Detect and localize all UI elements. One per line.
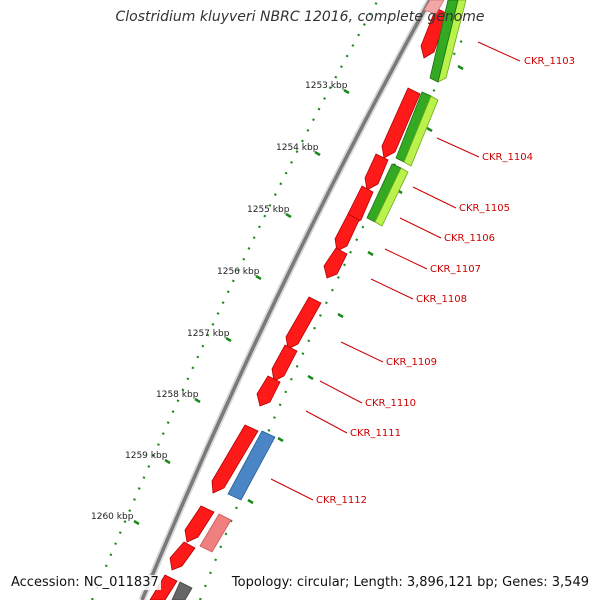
gene-feature[interactable] [184,505,215,543]
gene-label-ckr-1106[interactable]: CKR_1106 [444,233,495,244]
gene-feature-pink[interactable] [423,0,445,15]
gene-feature[interactable] [323,247,348,279]
gene-label-ckr-1112[interactable]: CKR_1112 [316,495,367,506]
gene-feature-green[interactable] [429,0,459,83]
gene-feature[interactable] [334,213,360,252]
ruler-label: 1257 kbp [187,329,230,339]
ruler-label: 1260 kbp [91,512,134,522]
ruler-label: 1256 kbp [217,267,260,277]
genome-backbone-shadow [138,0,434,600]
genome-backbone [140,0,432,600]
ruler-label: 1258 kbp [156,390,199,400]
gene-feature[interactable] [169,541,196,571]
ruler-label: 1255 kbp [247,205,290,215]
gene-label-ckr-1110[interactable]: CKR_1110 [365,398,416,409]
gene-feature[interactable] [256,375,281,407]
gene-feature[interactable] [149,574,178,600]
gene-feature-blue[interactable] [227,430,276,501]
genes-reverse [171,0,467,600]
ruler-label: 1254 kbp [276,143,319,153]
gene-label-ckr-1108[interactable]: CKR_1108 [416,294,467,305]
gene-feature[interactable] [211,424,259,494]
gene-feature-pink[interactable] [199,513,232,553]
map-title: Clostridium kluyveri NBRC 12016, complet… [115,9,485,25]
gene-feature[interactable] [364,153,389,191]
ruler-labels: 1253 kbp 1254 kbp 1255 kbp 1256 kbp 1257… [91,81,348,522]
genome-summary-text: Topology: circular; Length: 3,896,121 bp… [229,575,591,590]
gene-labels: CKR_1103 CKR_1104 CKR_1105 CKR_1106 CKR_… [316,56,575,506]
gene-label-ckr-1109[interactable]: CKR_1109 [386,357,437,368]
gene-label-ckr-1104[interactable]: CKR_1104 [482,152,533,163]
leader-lines [270,41,521,501]
gene-label-ckr-1107[interactable]: CKR_1107 [430,264,481,275]
gene-feature[interactable] [271,344,298,382]
gene-feature-lightgreen[interactable] [374,167,409,227]
ruler-label: 1259 kbp [125,451,168,461]
ruler-label: 1253 kbp [305,81,348,91]
gene-label-ckr-1111[interactable]: CKR_1111 [350,428,401,439]
gene-feature[interactable] [285,296,322,350]
gene-feature-gray[interactable] [171,581,193,600]
gene-feature[interactable] [381,87,421,159]
ruler-ticks [133,88,350,526]
genes-forward [149,7,449,600]
gene-feature-lightgreen[interactable] [403,95,439,167]
accession-text: Accession: NC_011837 [9,575,161,590]
gene-label-ckr-1105[interactable]: CKR_1105 [459,203,510,214]
gene-label-ckr-1103[interactable]: CKR_1103 [524,56,575,67]
